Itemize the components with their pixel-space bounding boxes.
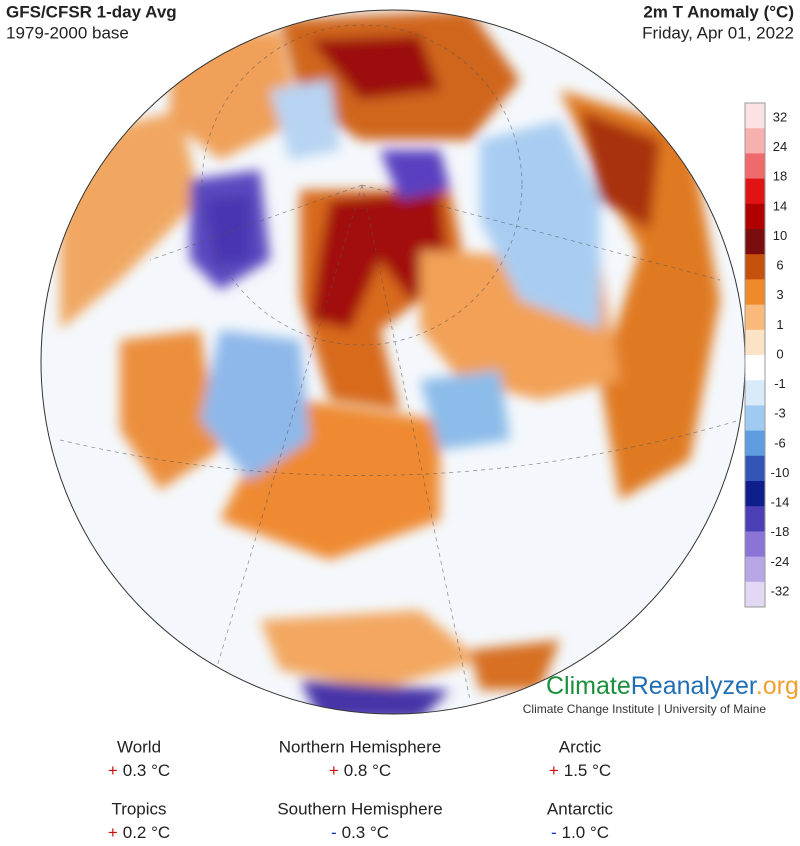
colorbar-swatch	[745, 531, 765, 558]
colorbar-swatch	[745, 153, 765, 180]
colorbar-label: -24	[771, 554, 790, 569]
stat-value: -1.0 °C	[551, 823, 609, 842]
stat-label: Southern Hemisphere	[277, 799, 442, 818]
colorbar-frame	[744, 102, 766, 608]
colorbar-swatch	[745, 430, 765, 457]
colorbar-label: -18	[771, 524, 790, 539]
colorbar-swatch	[745, 128, 765, 154]
stat-value: +0.2 °C	[108, 823, 170, 842]
colorbar-swatch	[745, 380, 765, 406]
stat-value: -0.3 °C	[331, 823, 389, 842]
stat-gap: 0.8 °C	[344, 761, 391, 780]
stat-label: World	[117, 737, 161, 756]
stat-label: Tropics	[111, 799, 166, 818]
colorbar-swatch	[745, 103, 765, 129]
colorbar-label: 0	[776, 346, 783, 361]
stat-gap: 0.3 °C	[123, 761, 170, 780]
brand-part: Climate	[546, 672, 631, 700]
colorbar-label: -1	[774, 376, 786, 391]
stat-sign: +	[329, 761, 339, 780]
colorbar-label: -14	[771, 495, 790, 510]
stat-value: +0.8 °C	[329, 761, 391, 780]
stat-label: Northern Hemisphere	[279, 737, 442, 756]
colorbar-label: 1	[776, 317, 783, 332]
brand-part: Reanalyzer	[631, 672, 757, 700]
stat-sign: -	[331, 823, 337, 842]
colorbar-swatch	[745, 203, 765, 230]
stat-label: Antarctic	[547, 799, 614, 818]
colorbar-swatch	[745, 455, 765, 482]
colorbar-label: 24	[773, 139, 787, 154]
colorbar-swatch	[745, 254, 765, 280]
colorbar-swatch	[745, 506, 765, 532]
colorbar-label: 10	[773, 228, 787, 243]
stat-sign: -	[551, 823, 557, 842]
colorbar-swatch	[745, 405, 765, 432]
stat-gap: 1.5 °C	[564, 761, 611, 780]
stat-label: Arctic	[559, 737, 602, 756]
colorbar-label: 32	[773, 109, 787, 124]
date: Friday, Apr 01, 2022	[642, 23, 794, 42]
colorbar-label: 14	[773, 198, 787, 213]
stat-gap: 0.3 °C	[342, 823, 389, 842]
brand-institute: Climate Change Institute | University of…	[523, 702, 767, 716]
stat-sign: +	[108, 761, 118, 780]
colorbar-swatch	[745, 581, 765, 608]
brand-part: .org	[756, 672, 799, 700]
colorbar-label: -10	[771, 465, 790, 480]
colorbar-swatch	[745, 279, 765, 306]
colorbar-swatch	[745, 229, 765, 255]
colorbar-label: 18	[773, 169, 787, 184]
variable-title: 2m T Anomaly (°C)	[643, 2, 794, 21]
colorbar-swatch	[745, 178, 765, 205]
colorbar-swatch	[745, 355, 765, 381]
stat-value: +1.5 °C	[549, 761, 611, 780]
product-title: GFS/CFSR 1-day Avg	[6, 2, 177, 21]
base-period: 1979-2000 base	[6, 23, 129, 42]
stat-gap: 0.2 °C	[123, 823, 170, 842]
globe	[41, 10, 745, 714]
stat-value: +0.3 °C	[108, 761, 170, 780]
colorbar-swatch	[745, 481, 765, 507]
colorbar-label: -6	[774, 435, 786, 450]
brand-name: ClimateReanalyzer.org	[546, 672, 799, 700]
stat-gap: 1.0 °C	[562, 823, 609, 842]
colorbar-label: -32	[771, 583, 790, 598]
stats: World + 0.3 °C Northern Hemisphere + 0.8 °C Ar…	[108, 737, 614, 842]
colorbar-label: 3	[776, 287, 783, 302]
colorbar-swatch	[745, 329, 765, 356]
colorbar-label: -3	[774, 406, 786, 421]
colorbar-swatch	[745, 556, 765, 583]
colorbar-label: 6	[776, 258, 783, 273]
colorbar-swatch	[745, 304, 765, 331]
stat-sign: +	[108, 823, 118, 842]
stat-sign: +	[549, 761, 559, 780]
